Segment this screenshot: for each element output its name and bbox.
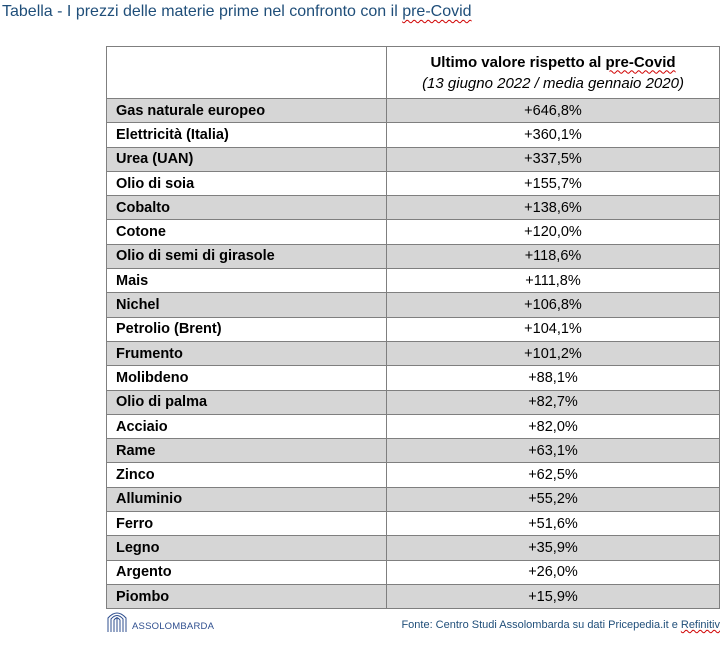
title-text-spellcheck: pre-Covid bbox=[402, 3, 472, 20]
table-row: Olio di soia +155,7% bbox=[106, 170, 720, 197]
commodity-name: Frumento bbox=[106, 340, 387, 367]
table-row: Olio di palma +82,7% bbox=[106, 389, 720, 415]
table-row: Zinco +62,5% bbox=[106, 462, 720, 488]
commodity-name: Zinco bbox=[106, 462, 387, 488]
commodity-name: Cobalto bbox=[106, 195, 387, 221]
change-value: +120,0% bbox=[386, 219, 720, 245]
change-value: +15,9% bbox=[386, 583, 720, 610]
header-empty-cell bbox=[106, 46, 387, 99]
commodity-name: Cotone bbox=[106, 219, 387, 245]
commodity-name: Piombo bbox=[106, 583, 387, 610]
page-title: Tabella - I prezzi delle materie prime n… bbox=[2, 3, 472, 21]
change-value: +646,8% bbox=[386, 97, 720, 124]
change-value: +138,6% bbox=[386, 195, 720, 221]
commodity-price-table: Ultimo valore rispetto al pre-Covid (13 … bbox=[106, 46, 720, 610]
change-value: +111,8% bbox=[386, 268, 720, 294]
change-value: +63,1% bbox=[386, 438, 720, 464]
commodity-name: Ferro bbox=[106, 511, 387, 537]
table-row: Frumento +101,2% bbox=[106, 340, 720, 367]
table-row: Molibdeno +88,1% bbox=[106, 365, 720, 391]
commodity-name: Elettricità (Italia) bbox=[106, 122, 387, 148]
commodity-name: Argento bbox=[106, 559, 387, 585]
table-row: Mais +111,8% bbox=[106, 268, 720, 294]
change-value: +82,7% bbox=[386, 389, 720, 415]
commodity-name: Nichel bbox=[106, 292, 387, 318]
table-row: Legno +35,9% bbox=[106, 535, 720, 561]
table-row: Olio di semi di girasole +118,6% bbox=[106, 243, 720, 270]
table-row: Gas naturale europeo +646,8% bbox=[106, 97, 720, 124]
title-text: Tabella - I prezzi delle materie prime n… bbox=[2, 3, 403, 20]
change-value: +118,6% bbox=[386, 243, 720, 270]
change-value: +104,1% bbox=[386, 316, 720, 342]
commodity-name: Olio di semi di girasole bbox=[106, 243, 387, 270]
commodity-name: Petrolio (Brent) bbox=[106, 316, 387, 342]
change-value: +106,8% bbox=[386, 292, 720, 318]
commodity-name: Acciaio bbox=[106, 413, 387, 440]
change-value: +62,5% bbox=[386, 462, 720, 488]
table-row: Argento +26,0% bbox=[106, 559, 720, 585]
commodity-name: Mais bbox=[106, 268, 387, 294]
change-value: +26,0% bbox=[386, 559, 720, 585]
change-value: +35,9% bbox=[386, 535, 720, 561]
header-title: Ultimo valore rispetto al pre-Covid bbox=[430, 53, 676, 71]
table-row: Alluminio +55,2% bbox=[106, 486, 720, 513]
commodity-name: Molibdeno bbox=[106, 365, 387, 391]
commodity-name: Olio di palma bbox=[106, 389, 387, 415]
table-row: Cotone +120,0% bbox=[106, 219, 720, 245]
commodity-name: Olio di soia bbox=[106, 170, 387, 197]
change-value: +55,2% bbox=[386, 486, 720, 513]
commodity-name: Rame bbox=[106, 438, 387, 464]
table-row: Piombo +15,9% bbox=[106, 583, 720, 610]
table-row: Ferro +51,6% bbox=[106, 511, 720, 537]
commodity-name: Alluminio bbox=[106, 486, 387, 513]
table-row: Cobalto +138,6% bbox=[106, 195, 720, 221]
logo-text: ASSOLOMBARDA bbox=[132, 620, 215, 632]
change-value: +337,5% bbox=[386, 146, 720, 172]
table-row: Urea (UAN) +337,5% bbox=[106, 146, 720, 172]
commodity-name: Urea (UAN) bbox=[106, 146, 387, 172]
table-row: Nichel +106,8% bbox=[106, 292, 720, 318]
table-row: Petrolio (Brent) +104,1% bbox=[106, 316, 720, 342]
change-value: +101,2% bbox=[386, 340, 720, 367]
header-value-cell: Ultimo valore rispetto al pre-Covid (13 … bbox=[386, 46, 720, 99]
table-row: Acciaio +82,0% bbox=[106, 413, 720, 440]
header-subtitle: (13 giugno 2022 / media gennaio 2020) bbox=[422, 74, 684, 92]
source-note: Fonte: Centro Studi Assolombarda su dati… bbox=[401, 619, 720, 631]
change-value: +82,0% bbox=[386, 413, 720, 440]
commodity-name: Legno bbox=[106, 535, 387, 561]
change-value: +51,6% bbox=[386, 511, 720, 537]
assolombarda-logo: ASSOLOMBARDA bbox=[106, 608, 214, 634]
assolombarda-emblem-icon bbox=[107, 612, 127, 632]
change-value: +88,1% bbox=[386, 365, 720, 391]
table-row: Rame +63,1% bbox=[106, 438, 720, 464]
commodity-name: Gas naturale europeo bbox=[106, 97, 387, 124]
change-value: +155,7% bbox=[386, 170, 720, 197]
table-header-row: Ultimo valore rispetto al pre-Covid (13 … bbox=[106, 46, 720, 99]
change-value: +360,1% bbox=[386, 122, 720, 148]
table-row: Elettricità (Italia) +360,1% bbox=[106, 122, 720, 148]
